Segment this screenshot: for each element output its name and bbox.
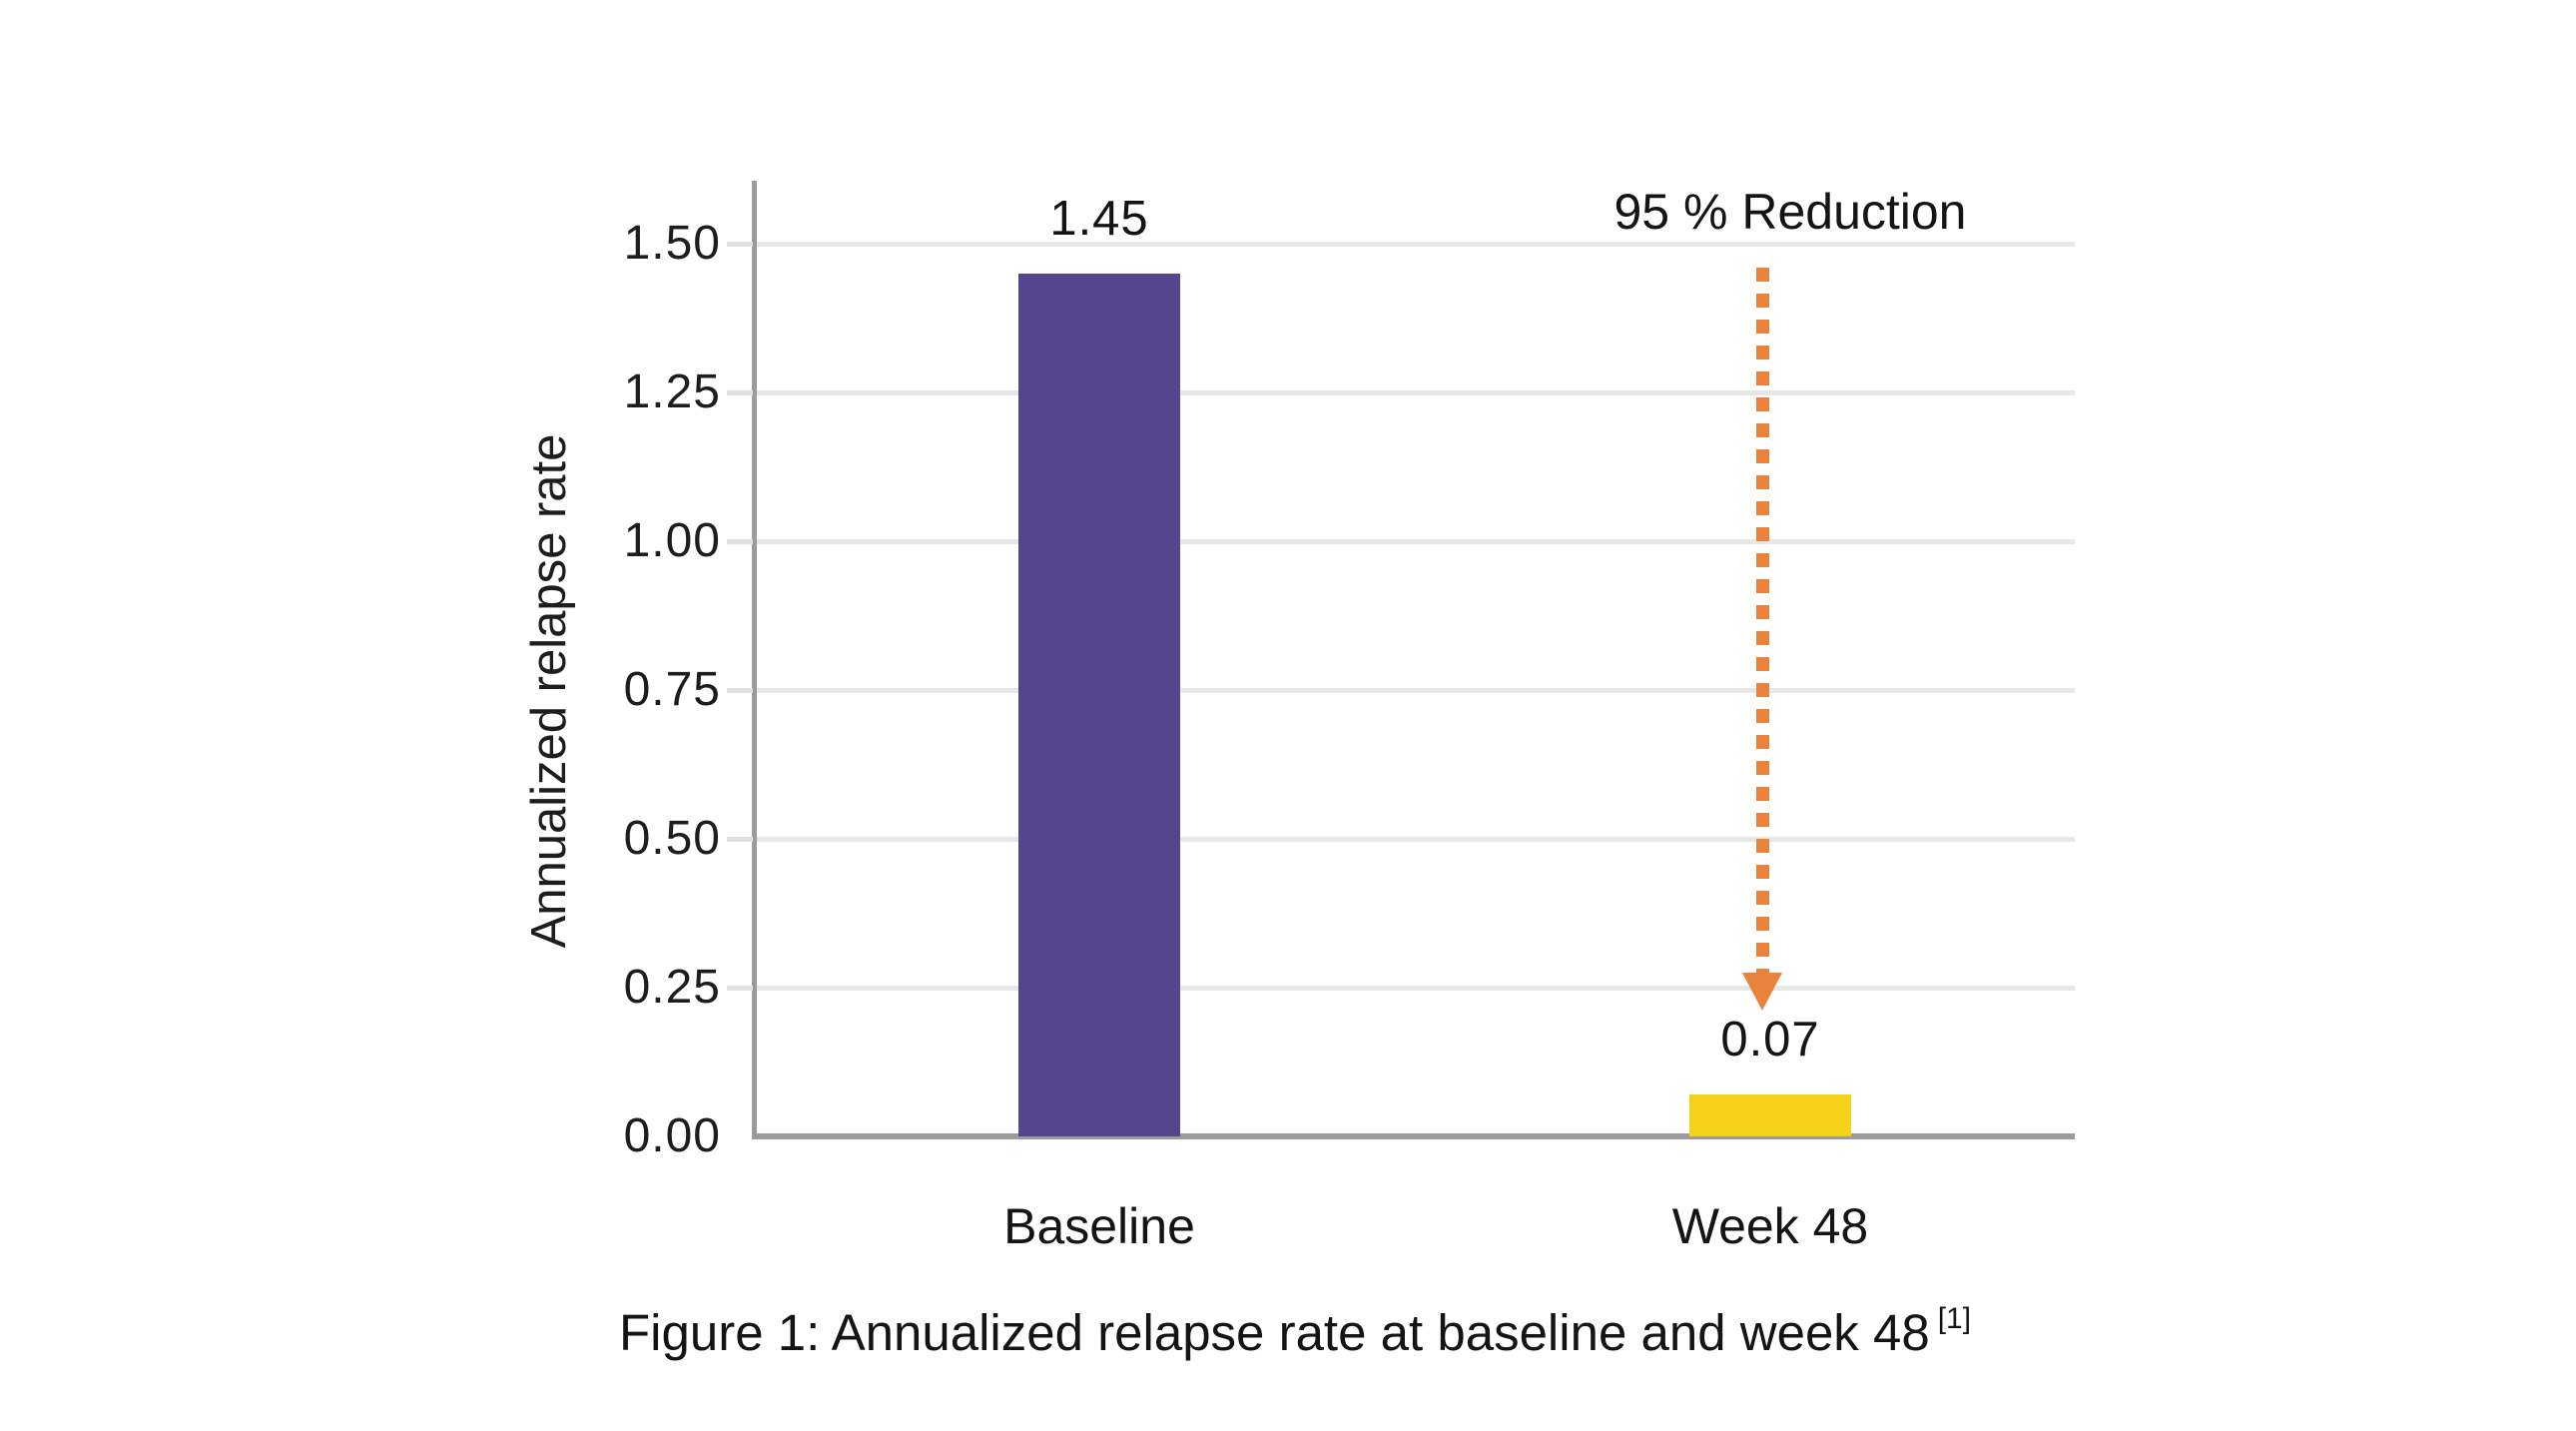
y-tick-1.50	[727, 242, 753, 247]
gridline-1.25	[757, 390, 2075, 395]
y-tick-label-1.25: 1.25	[623, 365, 721, 418]
y-tick-0.25	[727, 986, 753, 991]
y-tick-0.75	[727, 688, 753, 693]
reduction-arrow-head-icon	[1742, 973, 1782, 1011]
x-axis-line	[752, 1133, 2075, 1139]
figure-caption-reference: [1]	[1937, 1302, 1972, 1335]
y-tick-label-1.00: 1.00	[623, 514, 721, 567]
reduction-annotation-label: 95 % Reduction	[1613, 184, 1967, 240]
bar-baseline	[1018, 274, 1180, 1136]
y-tick-label-0.75: 0.75	[623, 663, 721, 716]
reduction-arrow-dotted-line	[1756, 268, 1769, 975]
y-tick-label-0.25: 0.25	[623, 961, 721, 1014]
bar-week-48	[1689, 1094, 1851, 1136]
y-tick-label-1.50: 1.50	[623, 217, 721, 270]
y-tick-label-0.50: 0.50	[623, 812, 721, 865]
y-tick-label-0.00: 0.00	[623, 1109, 721, 1162]
y-tick-1.25	[727, 390, 753, 395]
gridline-0.75	[757, 688, 2075, 693]
x-category-label-week-48: Week 48	[1671, 1198, 1869, 1254]
figure-caption: Figure 1: Annualized relapse rate at bas…	[619, 1293, 1971, 1363]
y-axis-line	[752, 181, 757, 1139]
x-category-label-baseline: Baseline	[1003, 1198, 1195, 1254]
gridline-0.50	[757, 837, 2075, 842]
value-label-week-48: 0.07	[1720, 1013, 1820, 1067]
y-tick-0.50	[727, 837, 753, 842]
figure-caption-text: Figure 1: Annualized relapse rate at bas…	[619, 1304, 1930, 1361]
gridline-1.50	[757, 242, 2075, 247]
gridline-1.00	[757, 539, 2075, 544]
y-tick-1.00	[727, 539, 753, 544]
value-label-baseline: 1.45	[1049, 192, 1149, 246]
gridline-0.25	[757, 986, 2075, 991]
